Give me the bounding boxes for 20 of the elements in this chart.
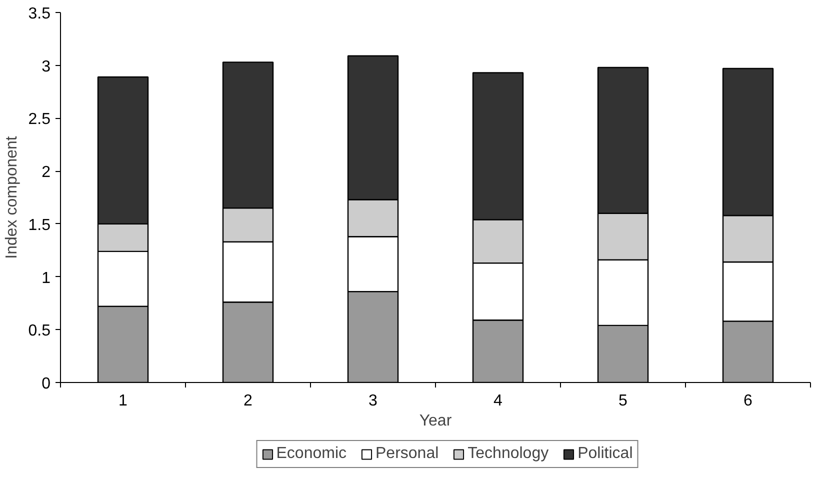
x-tick-label: 5	[618, 392, 628, 410]
y-tick-label: 2.5	[28, 111, 51, 128]
x-tick-label: 3	[368, 392, 378, 410]
y-tick-label: 1.5	[28, 216, 51, 234]
legend-label: Political	[578, 445, 633, 463]
y-tick-label: 0.5	[28, 322, 51, 340]
y-tick-label: 2	[42, 164, 51, 182]
legend-label: Economic	[276, 445, 346, 463]
y-tick-label: 0	[42, 376, 51, 392]
y-axis-title: Index component	[3, 136, 20, 259]
y-tick-label: 3.5	[28, 6, 51, 22]
y-tick-label: 3	[42, 58, 51, 76]
y-tick-label: 1	[42, 270, 51, 287]
x-tick-label: 6	[744, 392, 753, 410]
x-axis-title: Year	[419, 412, 452, 430]
x-tick-label: 2	[244, 392, 253, 410]
x-tick-label: 4	[494, 392, 503, 410]
legend-label: Technology	[468, 445, 549, 463]
x-tick-label: 1	[118, 392, 128, 410]
legend-label: Personal	[376, 445, 439, 463]
